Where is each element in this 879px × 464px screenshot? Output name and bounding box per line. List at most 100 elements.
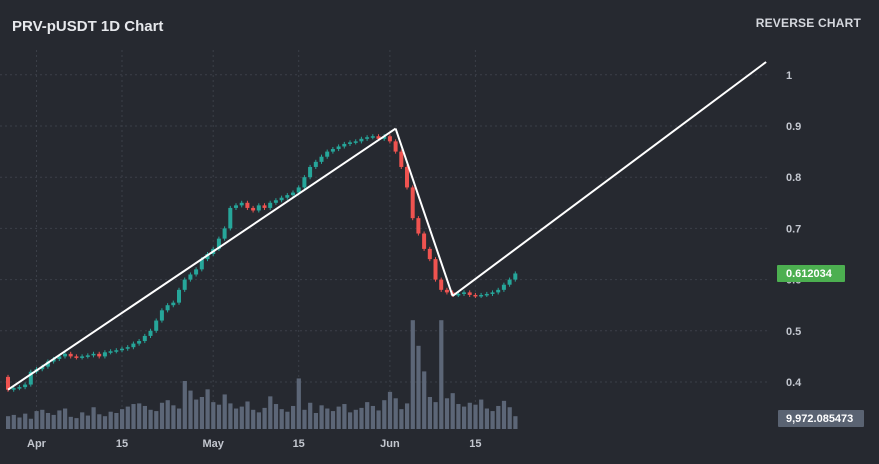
volume-bar: [302, 409, 307, 429]
candle-body: [359, 138, 364, 142]
volume-bar: [262, 407, 267, 429]
volume-bar: [245, 401, 250, 429]
candle-body: [376, 136, 381, 139]
candle-body: [410, 187, 415, 219]
candle-body: [11, 388, 16, 390]
volume-bar: [405, 403, 410, 429]
candle-body: [308, 166, 313, 178]
candle-body: [462, 292, 466, 294]
volume-bar: [6, 416, 11, 429]
candle-body: [387, 136, 392, 142]
volume-bar: [325, 408, 330, 429]
candle-body: [171, 302, 176, 306]
candle-body: [268, 202, 273, 208]
candle-body: [456, 293, 461, 296]
candle-body: [85, 355, 90, 357]
volume-bars: [6, 320, 518, 429]
volume-bar: [359, 407, 364, 429]
volume-bar: [114, 413, 119, 429]
candle-body: [80, 356, 85, 358]
candle-body: [251, 207, 256, 211]
current-volume-badge: [778, 410, 864, 427]
volume-bar: [188, 390, 193, 429]
volume-bar: [80, 412, 85, 429]
volume-bar: [165, 400, 170, 429]
volume-bar: [342, 404, 347, 429]
reverse-chart-button[interactable]: REVERSE CHART: [755, 16, 861, 30]
volume-bar: [91, 407, 96, 429]
candle-body: [51, 358, 56, 362]
candle-body: [313, 161, 318, 167]
candle-body: [245, 202, 250, 208]
volume-bar: [336, 406, 341, 429]
volume-bar: [433, 402, 438, 429]
time-tick-label: Apr: [27, 438, 47, 450]
candle-body: [336, 146, 341, 150]
volume-bar: [154, 411, 159, 429]
volume-bar: [291, 405, 296, 429]
candle-body: [148, 330, 153, 336]
volume-bar: [473, 404, 478, 429]
volume-bar: [45, 413, 51, 429]
volume-bar: [330, 411, 336, 429]
candle-body: [28, 371, 33, 385]
trendline: [452, 61, 767, 297]
price-axis[interactable]: 10.90.80.70.60.50.4: [786, 70, 802, 389]
volume-bar: [194, 399, 199, 429]
candle-body: [399, 151, 404, 167]
candle-body: [6, 376, 10, 390]
time-tick-label: Jun: [380, 438, 400, 450]
time-tick-label: 15: [469, 438, 481, 450]
volume-bar: [251, 409, 256, 429]
candle-body: [416, 218, 421, 234]
volume-bar: [211, 402, 216, 429]
volume-bar: [234, 408, 239, 429]
volume-bar: [131, 404, 136, 429]
candle-body: [285, 195, 290, 198]
candle-body: [120, 348, 124, 351]
candle-body: [216, 238, 221, 249]
volume-bar: [216, 404, 222, 429]
volume-bar: [439, 320, 444, 429]
volume-bar: [387, 391, 393, 429]
volume-bar: [171, 405, 176, 429]
volume-bar: [182, 381, 187, 429]
time-tick-label: 15: [116, 438, 128, 450]
volume-bar: [239, 406, 244, 429]
candle-body: [228, 207, 233, 229]
candle-body: [365, 137, 370, 139]
time-axis[interactable]: Apr 15 May 15 Jun 15: [27, 438, 482, 450]
volume-bar: [479, 399, 484, 429]
candlesticks: [6, 134, 518, 392]
candle-body: [370, 136, 375, 138]
price-tick-label: 0.7: [786, 223, 801, 235]
candle-body: [325, 151, 330, 157]
volume-bar: [268, 396, 273, 429]
candle-body: [154, 320, 159, 331]
candle-body: [17, 387, 22, 389]
candle-body: [467, 292, 472, 295]
volume-bar: [285, 411, 290, 429]
candle-body: [131, 343, 136, 348]
volume-bar: [444, 398, 450, 429]
candle-body: [23, 384, 28, 388]
volume-bar: [159, 402, 165, 429]
grid-lines: [0, 50, 770, 429]
price-tick-label: 0.4: [786, 377, 802, 389]
candle-body: [97, 353, 102, 357]
candle-body: [439, 279, 444, 290]
candle-body: [427, 248, 432, 260]
volume-bar: [11, 414, 16, 429]
time-tick-label: 15: [293, 438, 305, 450]
candle-body: [205, 254, 210, 260]
candle-body: [57, 356, 62, 359]
candle-body: [507, 279, 512, 285]
current-volume-label: 9,972.085473: [786, 413, 853, 425]
candle-body: [256, 205, 261, 211]
candle-body: [40, 366, 45, 370]
current-price-label: 0.612034: [786, 268, 833, 280]
candle-body: [222, 228, 227, 239]
candle-body: [91, 353, 96, 356]
